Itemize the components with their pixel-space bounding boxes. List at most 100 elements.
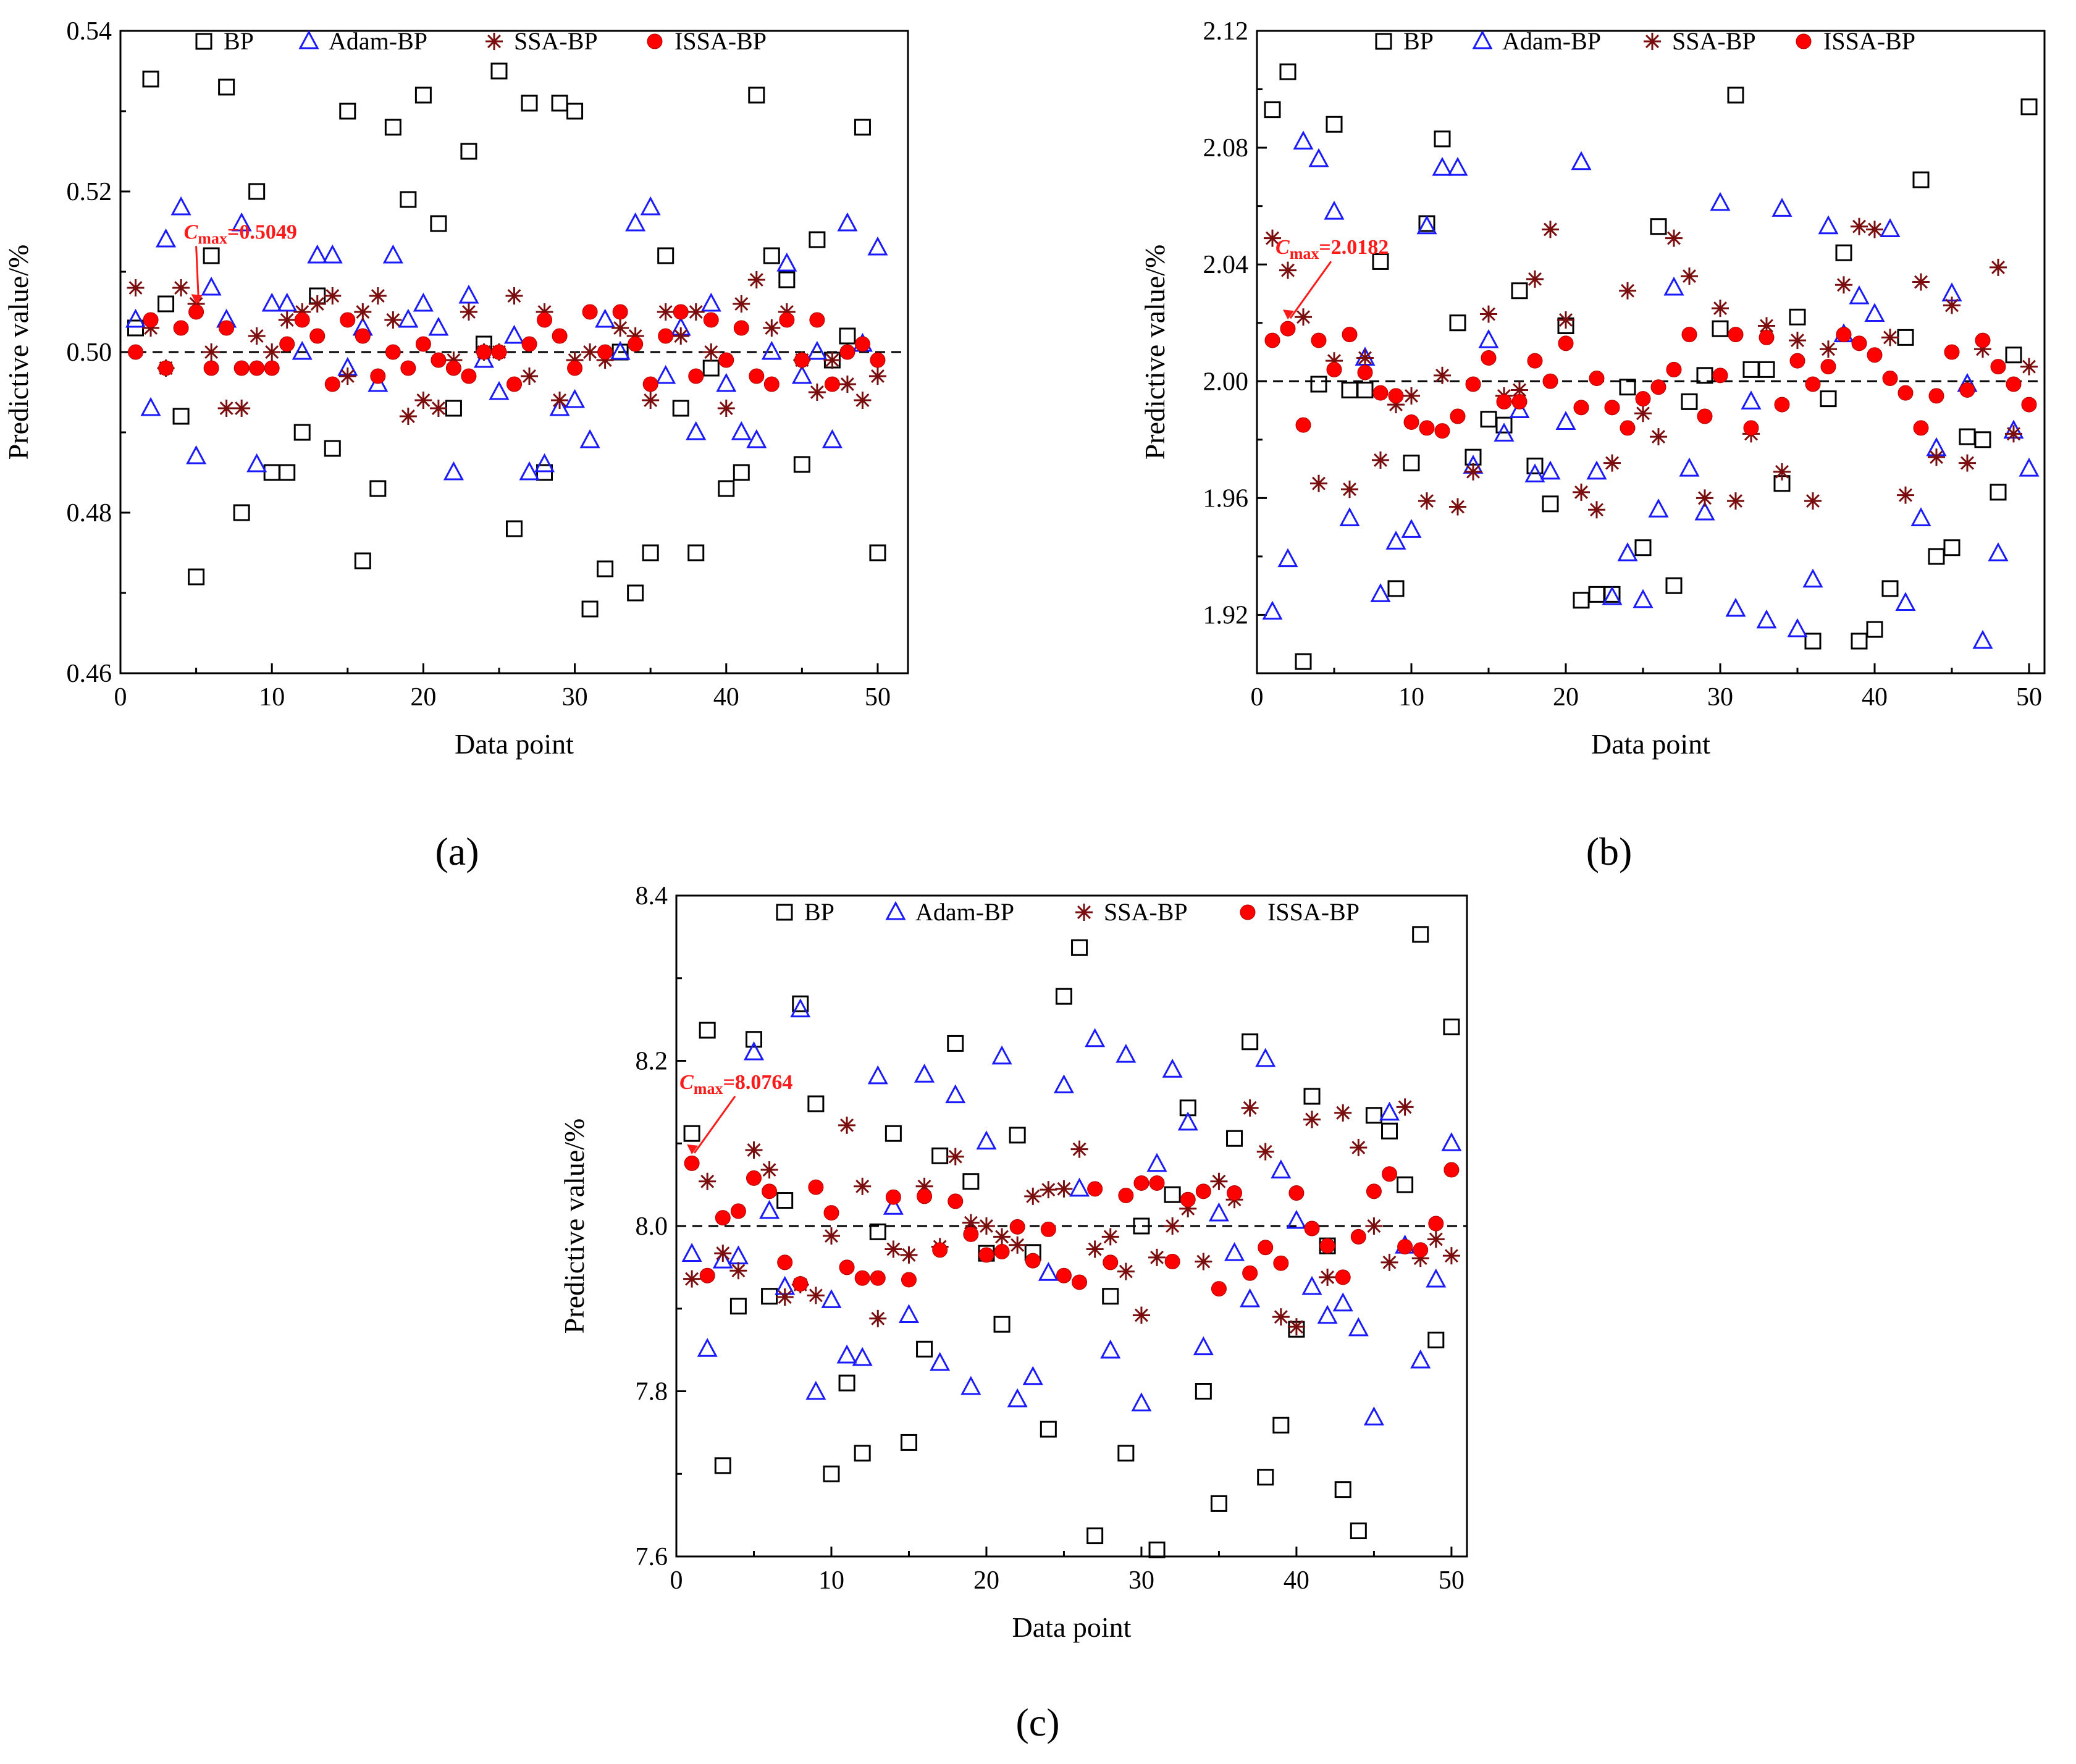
adam-bp-point (519, 461, 540, 481)
asterisk-stroke (613, 321, 628, 335)
bp-point (1696, 367, 1713, 384)
asterisk-stroke (461, 305, 476, 319)
series-ssa-bp (1264, 217, 2038, 519)
ssa-bp-point (233, 400, 251, 417)
asterisk-stroke (1852, 219, 1866, 233)
ssa-bp-point (823, 351, 841, 369)
bp-point (702, 359, 720, 377)
adam-bp-point (883, 1196, 904, 1215)
issa-bp-point (1118, 1188, 1134, 1204)
issa-bp-point (746, 1170, 762, 1186)
bp-point (1117, 1445, 1135, 1462)
ssa-bp-point (683, 1270, 701, 1288)
bp-point (536, 464, 553, 481)
asterisk-stroke (658, 305, 673, 319)
adam-bp-point (156, 228, 177, 248)
asterisk-stroke (204, 345, 219, 359)
issa-bp-point (1280, 321, 1296, 337)
adam-bp-point (565, 388, 586, 408)
ssa-bp-point (1287, 1318, 1305, 1336)
adam-bp-point (867, 236, 888, 256)
adam-bp-point (1038, 1262, 1059, 1281)
asterisk-stroke (644, 393, 658, 407)
x-tick-label: 10 (818, 1566, 844, 1595)
bp-point (1480, 411, 1497, 428)
adam-bp-point (1193, 1336, 1214, 1356)
asterisk-stroke (553, 393, 567, 407)
adam-bp-point (1648, 498, 1669, 518)
issa-bp-point (1372, 385, 1389, 401)
adam-bp-point (898, 1304, 919, 1323)
issa-bp-point (1164, 1254, 1180, 1270)
ssa-bp-point (717, 400, 735, 417)
asterisk-stroke (778, 1290, 792, 1304)
legend-label: Adam-BP (329, 27, 427, 55)
legend-item-ssa-bp: SSA-BP (1075, 898, 1188, 926)
bp-point (430, 215, 447, 232)
asterisk-stroke (583, 345, 597, 359)
adam-bp-point (1240, 1288, 1261, 1308)
legend-item-bp: BP (195, 27, 254, 55)
asterisk-stroke (1420, 494, 1434, 508)
issa-bp-point (763, 376, 780, 392)
issa-bp-point (1103, 1254, 1119, 1270)
annotation-arrowhead (191, 294, 203, 304)
ssa-bp-point (1990, 258, 2007, 276)
adam-bp-point (170, 196, 191, 216)
bp-point (1634, 539, 1652, 556)
ssa-bp-point (946, 1148, 964, 1166)
ssa-bp-point (1542, 220, 1559, 238)
issa-bp-point (1319, 1238, 1335, 1254)
issa-bp-point (1180, 1191, 1196, 1208)
bp-point (931, 1147, 949, 1164)
issa-bp-point (733, 320, 749, 336)
issa-bp-point (718, 352, 734, 368)
ssa-bp-point (2020, 358, 2038, 376)
annotation-label: Cmax=8.0764 (679, 1071, 792, 1098)
y-tick-label: 1.96 (1203, 484, 1249, 513)
asterisk-stroke (1243, 1101, 1257, 1115)
asterisk-stroke (1444, 1249, 1458, 1263)
asterisk-stroke (1667, 231, 1681, 245)
asterisk-stroke (840, 1118, 854, 1132)
ssa-bp-point (1070, 1140, 1088, 1158)
legend-label: Adam-BP (915, 898, 1014, 926)
adam-bp-point (579, 429, 600, 448)
issa-bp-point (994, 1243, 1010, 1259)
issa-bp-point (2021, 397, 2037, 413)
adam-bp-point (1432, 157, 1453, 176)
issa-bp-point (642, 376, 658, 392)
issa-bp-point (854, 1270, 870, 1286)
bp-point (460, 143, 477, 160)
panel-label: (c) (1015, 1700, 1059, 1744)
ssa-bp-point (993, 1228, 1011, 1246)
bp-point (1195, 1383, 1212, 1400)
issa-bp-point (1944, 344, 1960, 360)
bp-point (506, 520, 523, 537)
x-tick-label: 20 (973, 1566, 999, 1595)
ssa-bp-point (838, 376, 856, 393)
ssa-bp-point (1350, 1138, 1368, 1156)
ssa-bp-point (1319, 1268, 1337, 1286)
annotation-arrowhead (1283, 309, 1294, 320)
asterisk-stroke (326, 289, 340, 303)
annotation-arrow (1289, 261, 1332, 319)
bp-point (1397, 1176, 1414, 1193)
ssa-bp-point (1418, 492, 1435, 510)
asterisk-stroke (1435, 368, 1449, 382)
annotation-arrow (195, 246, 200, 303)
asterisk-stroke (1166, 1219, 1180, 1233)
bp-point (263, 464, 280, 481)
asterisk-stroke (1077, 905, 1091, 919)
issa-bp-point (978, 1247, 994, 1263)
ssa-bp-point (1665, 229, 1683, 247)
adam-bp-point (201, 276, 222, 296)
ssa-bp-point (714, 1245, 732, 1262)
issa-bp-point (823, 1205, 839, 1221)
issa-bp-point (932, 1242, 948, 1258)
x-tick-label: 50 (865, 683, 891, 712)
adam-bp-point (1286, 1209, 1307, 1229)
issa-bp-point (1242, 1265, 1258, 1281)
cmax-annotation: Cmax=2.0182 (1275, 236, 1389, 320)
adam-bp-point (1332, 1292, 1353, 1312)
